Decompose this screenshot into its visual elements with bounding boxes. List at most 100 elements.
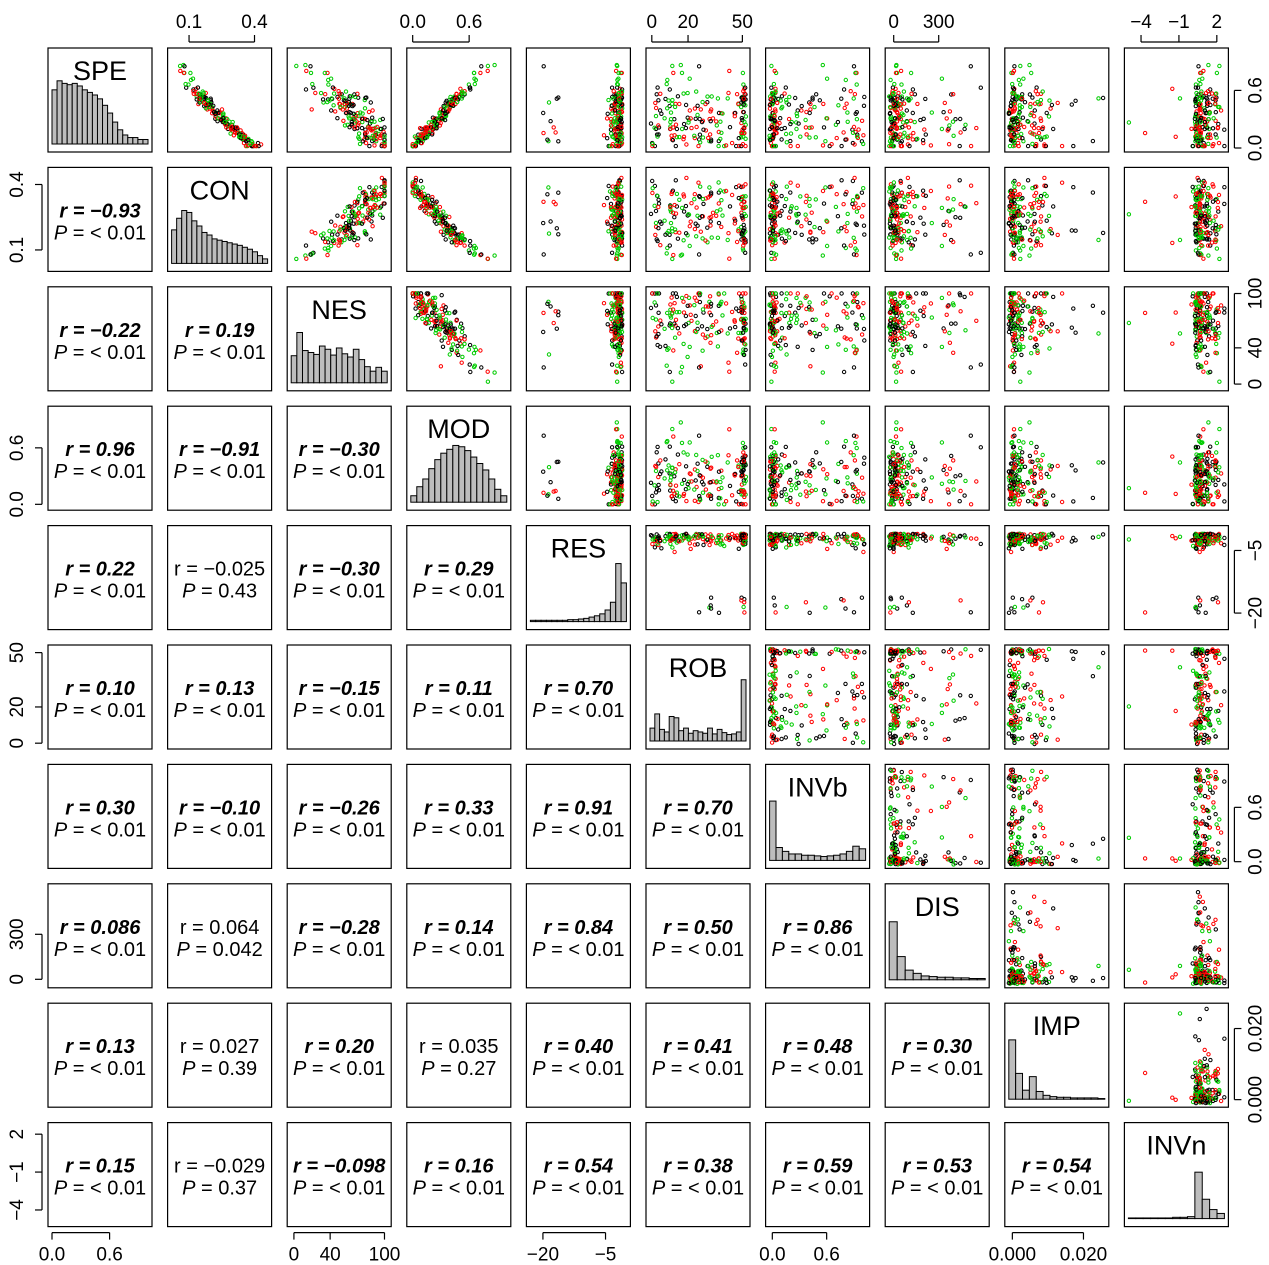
scatter-point bbox=[447, 107, 452, 112]
scatter-point bbox=[779, 126, 784, 132]
scatter-point bbox=[485, 63, 491, 69]
scatter-point bbox=[687, 76, 692, 81]
scatter-point bbox=[1027, 370, 1032, 375]
scatter-point bbox=[1040, 199, 1046, 205]
scatter-point bbox=[670, 63, 675, 69]
correlation-r: r = −0.30 bbox=[299, 439, 380, 461]
scatter-point bbox=[904, 108, 909, 113]
scatter-point bbox=[773, 107, 778, 112]
scatter-point bbox=[841, 369, 847, 375]
scatter-point bbox=[842, 224, 847, 230]
scatter-point bbox=[200, 89, 205, 94]
scatter-point bbox=[653, 208, 659, 214]
scatter-point bbox=[665, 77, 670, 83]
scatter-point bbox=[1170, 86, 1175, 92]
scatter-point bbox=[782, 203, 787, 209]
scatter-point bbox=[719, 224, 724, 230]
scatter-point bbox=[618, 360, 624, 365]
scatter-point bbox=[850, 310, 855, 315]
scatter-point bbox=[767, 133, 772, 139]
scatter-point bbox=[423, 136, 428, 141]
scatter-point bbox=[673, 122, 679, 127]
scatter-point bbox=[784, 291, 789, 296]
scatter-point bbox=[706, 135, 711, 141]
scatter-point bbox=[1210, 126, 1216, 131]
scatter-point bbox=[709, 107, 714, 112]
hist-bar bbox=[500, 495, 508, 503]
scatter-point bbox=[824, 116, 829, 121]
scatter-point bbox=[779, 137, 784, 142]
scatter-point bbox=[862, 338, 867, 343]
scatter-point bbox=[695, 461, 700, 466]
hist-bar bbox=[231, 243, 238, 264]
scatter-point bbox=[207, 104, 212, 110]
scatter-point bbox=[907, 184, 912, 190]
scatter-point bbox=[662, 476, 667, 481]
scatter-point bbox=[807, 483, 812, 488]
scatter-point bbox=[220, 119, 226, 125]
scatter-point bbox=[1033, 89, 1039, 94]
scatter-point bbox=[810, 347, 815, 353]
panel-frame bbox=[884, 286, 990, 392]
scatter-point bbox=[743, 114, 749, 119]
scatter-point bbox=[545, 192, 550, 197]
scatter-point bbox=[788, 488, 794, 493]
scatter-point bbox=[694, 298, 699, 303]
scatter-point bbox=[901, 101, 907, 106]
scatter-point bbox=[653, 220, 659, 226]
scatter-point bbox=[741, 96, 746, 101]
scatter-point bbox=[1217, 379, 1222, 384]
scatter-point bbox=[190, 76, 196, 81]
scatter-point bbox=[304, 68, 309, 74]
panel-nes-rob bbox=[645, 286, 751, 392]
scatter-point bbox=[650, 315, 655, 321]
scatter-point bbox=[705, 94, 710, 99]
panel-nes-invn bbox=[1123, 286, 1230, 392]
scatter-point bbox=[1173, 134, 1178, 140]
scatter-point bbox=[709, 454, 714, 459]
scatter-point bbox=[616, 70, 621, 76]
scatter-point bbox=[224, 125, 229, 130]
scatter-point bbox=[899, 248, 904, 253]
scatter-point bbox=[1016, 77, 1022, 83]
scatter-point bbox=[703, 101, 708, 107]
scatter-points bbox=[887, 62, 983, 149]
scatter-point bbox=[553, 130, 558, 135]
scatter-point bbox=[656, 197, 661, 203]
scatter-point bbox=[727, 204, 733, 209]
scatter-point bbox=[658, 458, 663, 463]
scatter-point bbox=[910, 369, 916, 375]
scatter-point bbox=[968, 143, 974, 149]
scatter-point bbox=[551, 125, 556, 130]
scatter-point bbox=[364, 95, 369, 100]
scatter-point bbox=[472, 76, 477, 81]
hist-bar bbox=[313, 353, 320, 384]
scatter-point bbox=[328, 243, 334, 249]
hist-bar bbox=[256, 255, 264, 264]
scatter-point bbox=[472, 81, 477, 87]
scatter-point bbox=[1215, 199, 1221, 205]
scatter-point bbox=[768, 96, 774, 101]
scatter-point bbox=[605, 489, 610, 494]
scatter-point bbox=[726, 360, 731, 365]
scatter-point bbox=[770, 348, 776, 353]
scatter-point bbox=[605, 195, 610, 201]
scatter-point bbox=[191, 87, 196, 92]
scatter-point bbox=[788, 143, 793, 149]
scatter-point bbox=[908, 351, 914, 356]
hist-bar bbox=[216, 239, 223, 264]
scatter-point bbox=[453, 96, 458, 101]
scatter-point bbox=[351, 102, 356, 108]
scatter-point bbox=[234, 125, 240, 130]
panel-frame bbox=[764, 47, 871, 153]
scatter-point bbox=[861, 326, 867, 332]
scatter-point bbox=[743, 194, 748, 199]
scatter-point bbox=[1201, 256, 1206, 261]
scatter-point bbox=[620, 102, 625, 108]
scatter-point bbox=[1019, 352, 1024, 358]
scatter-point bbox=[681, 91, 686, 96]
scatter-point bbox=[908, 70, 914, 76]
scatter-point bbox=[673, 143, 678, 149]
scatter-point bbox=[1189, 126, 1194, 132]
variable-label: SPE bbox=[73, 56, 127, 86]
